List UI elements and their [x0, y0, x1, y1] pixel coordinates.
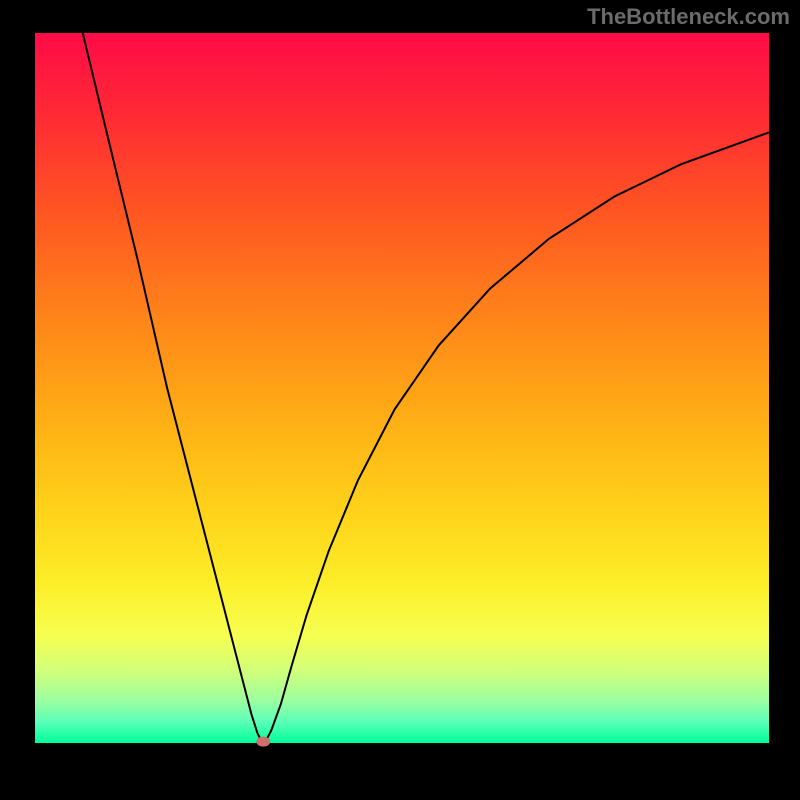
plot-background	[35, 33, 769, 743]
valley-marker	[256, 737, 270, 747]
watermark-label: TheBottleneck.com	[587, 4, 790, 30]
chart-container: TheBottleneck.com	[0, 0, 800, 800]
bottleneck-chart	[0, 0, 800, 800]
